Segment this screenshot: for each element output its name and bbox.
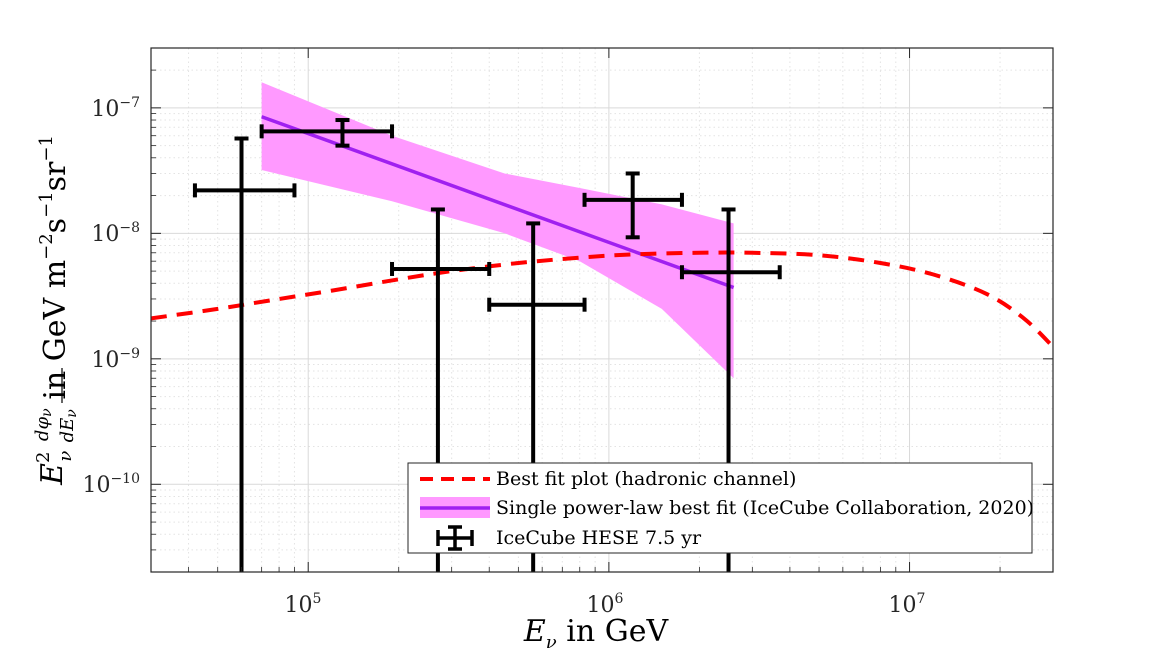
y-tick-label: 10−9 — [91, 346, 140, 373]
data-point — [582, 171, 684, 240]
y-tick-label: 10−7 — [91, 95, 140, 122]
y-axis-label: E2ν dφνdEν in GeV m−2s−1sr−1 — [32, 135, 80, 486]
tick-marks — [150, 47, 1054, 573]
legend-label-hadronic: Best fit plot (hadronic channel) — [496, 468, 796, 490]
hadronic-curve-layer — [151, 250, 1053, 349]
data-point — [259, 118, 395, 148]
legend: Best fit plot (hadronic channel) Single … — [407, 462, 1034, 554]
hadronic-best-fit-curve — [151, 250, 1053, 349]
y-tick-label: 10−10 — [82, 471, 140, 498]
x-axis-label: Eν in GeV — [523, 614, 670, 653]
data-point — [192, 136, 297, 572]
power-law-band-layer — [261, 82, 734, 379]
legend-swatch-errorbar — [436, 525, 474, 551]
power-law-uncertainty-band — [261, 82, 734, 379]
legend-label-powerlaw: Single power-law best fit (IceCube Colla… — [496, 497, 1034, 519]
legend-label-hese: IceCube HESE 7.5 yr — [496, 527, 702, 549]
x-tick-label: 107 — [889, 591, 926, 618]
legend-box — [407, 462, 1033, 554]
svg-text:E2ν dφνdEν in GeV m−2s−1sr−1: E2ν dφνdEν in GeV m−2s−1sr−1 — [32, 135, 80, 486]
y-tick-label: 10−8 — [91, 220, 140, 247]
x-tick-label: 106 — [587, 591, 624, 618]
x-tick-label: 105 — [285, 591, 322, 618]
plot-frame — [150, 47, 1054, 573]
